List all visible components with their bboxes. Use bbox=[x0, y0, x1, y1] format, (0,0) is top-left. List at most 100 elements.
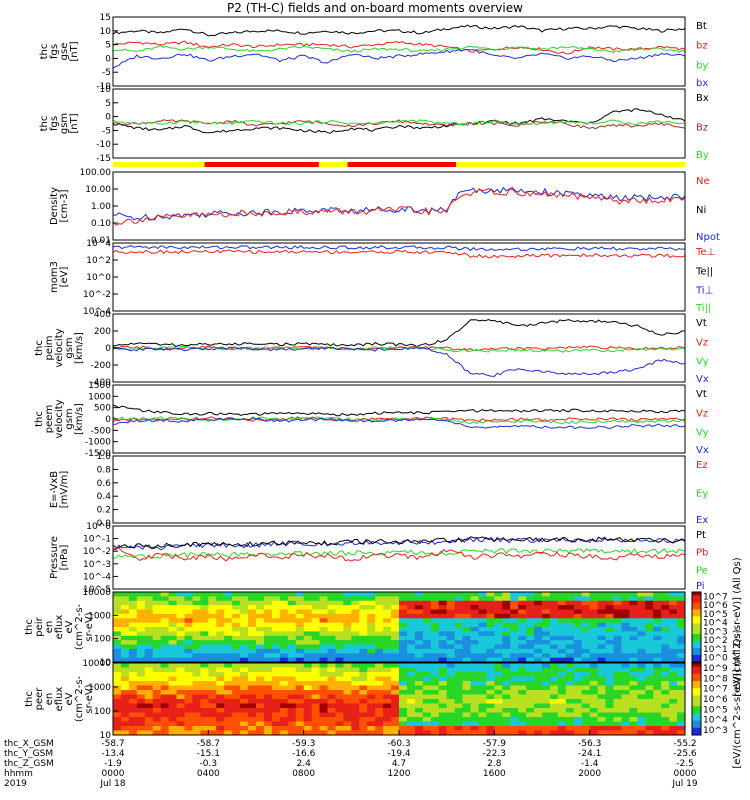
spectrogram-cell bbox=[589, 708, 599, 713]
spectrogram-cell bbox=[311, 596, 321, 602]
spectrogram-cell bbox=[446, 708, 456, 713]
spectrogram-cell bbox=[534, 605, 543, 610]
spectrogram-cell bbox=[645, 596, 654, 602]
spectrogram-cell bbox=[232, 726, 241, 731]
spectrogram-cell bbox=[510, 618, 519, 624]
spectrogram-cell bbox=[534, 618, 543, 624]
spectrogram-cell bbox=[168, 712, 178, 718]
spectrogram-cell bbox=[534, 703, 543, 709]
spectrogram-cell bbox=[534, 609, 543, 615]
spectrogram-cell bbox=[438, 690, 448, 695]
spectrogram-cell bbox=[184, 600, 193, 606]
spectrogram-cell bbox=[256, 685, 265, 691]
spectrogram-cell bbox=[399, 730, 408, 736]
spectrogram-cell bbox=[192, 635, 201, 641]
spectrogram-cell bbox=[470, 600, 479, 606]
spectrogram-cell bbox=[240, 596, 249, 602]
colorbar-tick-label: 10^5 bbox=[703, 705, 728, 715]
spectrogram-cell bbox=[224, 657, 233, 663]
y-tick-label: 0 bbox=[105, 415, 111, 425]
spectrogram-cell bbox=[549, 596, 559, 602]
spectrogram-cell bbox=[422, 726, 432, 731]
spectrogram-cell bbox=[279, 676, 289, 682]
spectrogram-cell bbox=[343, 694, 352, 700]
legend-entry: Vy bbox=[696, 357, 709, 368]
colorbar-segment bbox=[692, 677, 701, 682]
spectrogram-cell bbox=[168, 663, 178, 668]
spectrogram-cell bbox=[542, 657, 551, 663]
spectrogram-cell bbox=[160, 635, 170, 641]
spectrogram-cell bbox=[375, 685, 384, 691]
spectrogram-cell bbox=[414, 699, 424, 704]
spectrogram-cell bbox=[375, 681, 384, 686]
spectrogram-cell bbox=[120, 712, 130, 718]
spectrogram-cell bbox=[454, 622, 464, 628]
legend-entry: Vx bbox=[696, 445, 709, 456]
spectrogram-cell bbox=[661, 721, 670, 727]
spectrogram-cell bbox=[327, 676, 336, 682]
spectrogram-cell bbox=[478, 592, 487, 597]
spectrogram-cell bbox=[661, 631, 670, 637]
spectrogram-cell bbox=[248, 592, 257, 597]
spectrogram-cell bbox=[160, 694, 170, 700]
spectrogram-cell bbox=[422, 627, 432, 632]
spectrogram-cell bbox=[311, 631, 321, 637]
spectrogram-cell bbox=[263, 703, 273, 709]
spectrogram-cell bbox=[120, 730, 130, 736]
spectrogram-cell bbox=[399, 690, 408, 695]
spectrogram-cell bbox=[478, 596, 487, 602]
spectrogram-cell bbox=[573, 648, 583, 654]
spectrogram-cell bbox=[653, 657, 662, 663]
spectrogram-cell bbox=[152, 653, 162, 659]
spectrogram-cell bbox=[399, 627, 408, 632]
spectrogram-cell bbox=[279, 640, 289, 645]
y-tick-label: 0.10 bbox=[91, 219, 111, 229]
spectrogram-cell bbox=[549, 644, 559, 650]
spectrogram-cell bbox=[240, 676, 249, 682]
spectrogram-cell bbox=[486, 648, 495, 654]
spectrogram-cell bbox=[581, 730, 591, 736]
spectrogram-cell bbox=[224, 613, 233, 619]
spectrogram-cell bbox=[279, 699, 289, 704]
spectrogram-cell bbox=[240, 657, 249, 663]
spectrogram-cell bbox=[256, 717, 265, 722]
spectrogram-cell bbox=[637, 676, 646, 682]
spectrogram-cell bbox=[518, 613, 527, 619]
spectrogram-cell bbox=[152, 605, 162, 610]
legend-entry: Ni bbox=[696, 205, 706, 216]
spectrogram-cell bbox=[113, 640, 122, 645]
spectrogram-cell bbox=[502, 592, 511, 597]
spectrogram-cell bbox=[327, 627, 336, 632]
spectrogram-cell bbox=[422, 717, 432, 722]
spectrogram-cell bbox=[534, 663, 543, 668]
spectrogram-cell bbox=[319, 699, 328, 704]
series-line-Te bbox=[112, 249, 686, 259]
spectrogram-cell bbox=[589, 609, 599, 615]
spectrogram-cell bbox=[248, 730, 257, 736]
spectrogram-cell bbox=[557, 627, 567, 632]
spectrogram-cell bbox=[494, 703, 503, 709]
spectrogram-cell bbox=[152, 712, 162, 718]
spectrogram-cell bbox=[589, 627, 599, 632]
spectrogram-cell bbox=[224, 694, 233, 700]
spectrogram-cell bbox=[414, 618, 424, 624]
spectrogram-cell bbox=[113, 703, 122, 709]
spectrogram-cell bbox=[383, 681, 392, 686]
spectrogram-cell bbox=[557, 622, 567, 628]
spectrogram-cell bbox=[367, 708, 376, 713]
spectrogram-cell bbox=[391, 717, 400, 722]
spectrogram-cell bbox=[446, 648, 456, 654]
spectrogram-cell bbox=[335, 685, 344, 691]
spectrogram-cell bbox=[208, 613, 217, 619]
spectrogram-cell bbox=[375, 703, 384, 709]
y-axis-label: velocity bbox=[54, 399, 65, 438]
spectrogram-cell bbox=[271, 618, 281, 624]
spectrogram-cell bbox=[208, 605, 217, 610]
spectrogram-cell bbox=[303, 712, 313, 718]
spectrogram-cell bbox=[136, 712, 146, 718]
spectrogram-cell bbox=[263, 605, 273, 610]
spectrogram-cell bbox=[510, 690, 519, 695]
spectrogram-cell bbox=[248, 653, 257, 659]
spectrogram-cell bbox=[359, 613, 368, 619]
spectrogram-cell bbox=[375, 657, 384, 663]
